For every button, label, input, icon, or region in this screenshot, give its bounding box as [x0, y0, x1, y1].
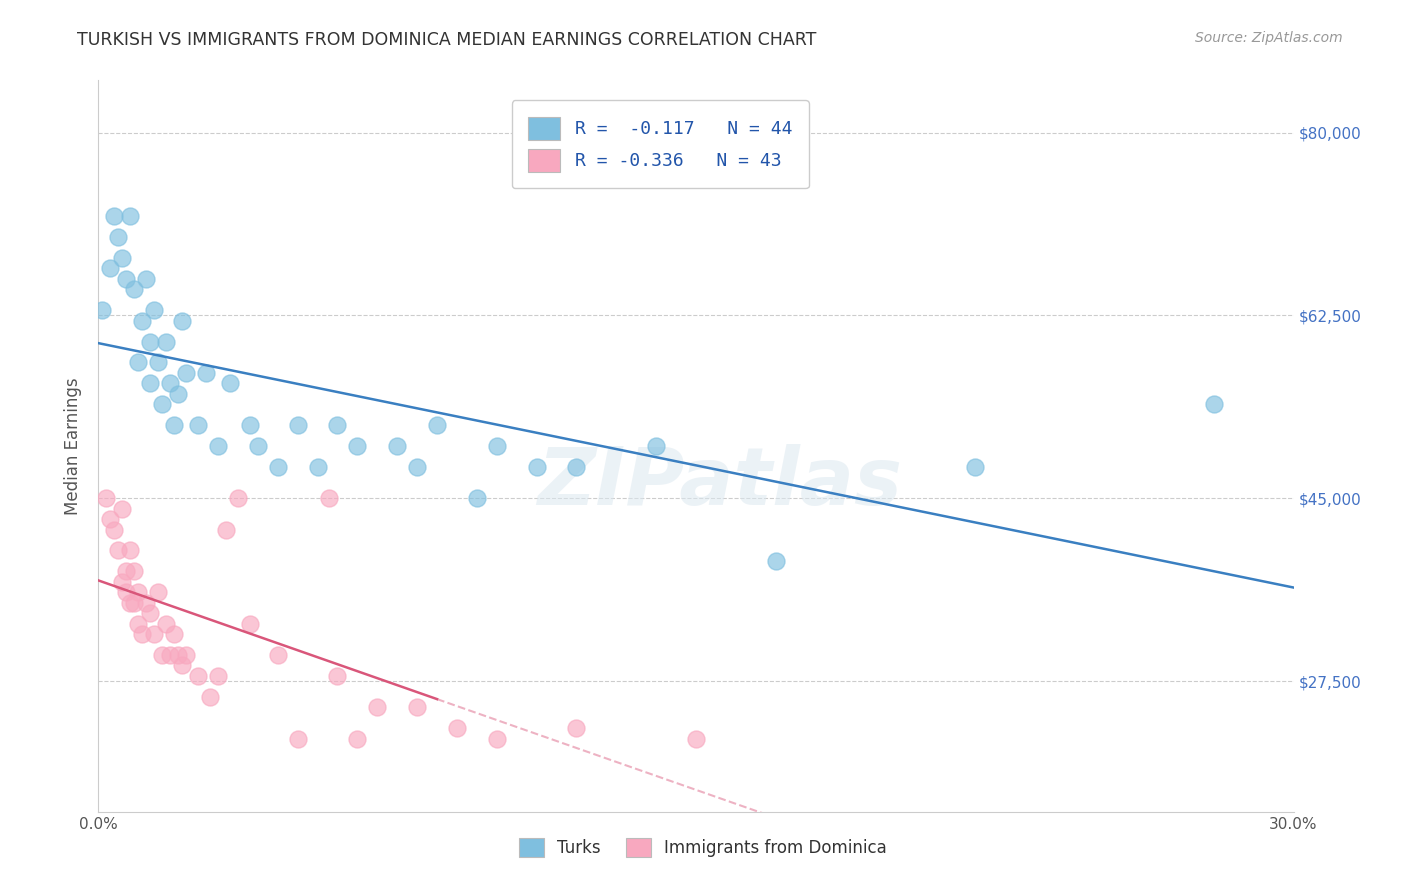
Point [120, 543, 142, 558]
Text: Source: ZipAtlas.com: Source: ZipAtlas.com [1195, 31, 1343, 45]
Point [111, 574, 134, 589]
Point [127, 355, 149, 369]
Point [111, 501, 134, 516]
Point [246, 439, 269, 453]
Point [195, 366, 218, 380]
Point [318, 491, 340, 506]
Point [645, 439, 668, 453]
Point [167, 386, 190, 401]
Point [131, 313, 153, 327]
Point [366, 700, 388, 714]
Point [215, 523, 238, 537]
Point [96, 491, 118, 506]
Point [765, 554, 787, 568]
Point [150, 648, 173, 662]
Point [120, 596, 142, 610]
Point [107, 230, 129, 244]
Point [406, 700, 429, 714]
Point [239, 616, 262, 631]
Point [150, 397, 173, 411]
Point [163, 627, 186, 641]
Y-axis label: Median Earnings: Median Earnings [65, 377, 83, 515]
Point [127, 585, 149, 599]
Point [326, 418, 349, 433]
Point [124, 596, 146, 610]
Point [187, 418, 209, 433]
Point [91, 303, 114, 318]
Point [143, 627, 166, 641]
Point [287, 731, 309, 746]
Point [103, 209, 125, 223]
Point [167, 648, 190, 662]
Point [526, 459, 548, 474]
Point [127, 616, 149, 631]
Point [446, 721, 468, 735]
Point [207, 439, 229, 453]
Point [187, 669, 209, 683]
Point [172, 313, 194, 327]
Point [159, 648, 181, 662]
Point [115, 565, 138, 579]
Point [131, 627, 153, 641]
Point [120, 209, 142, 223]
Point [1202, 397, 1225, 411]
Point [346, 439, 368, 453]
Text: TURKISH VS IMMIGRANTS FROM DOMINICA MEDIAN EARNINGS CORRELATION CHART: TURKISH VS IMMIGRANTS FROM DOMINICA MEDI… [77, 31, 817, 49]
Point [135, 272, 157, 286]
Point [307, 459, 329, 474]
Point [406, 459, 429, 474]
Point [207, 669, 229, 683]
Point [198, 690, 221, 704]
Legend: Turks, Immigrants from Dominica: Turks, Immigrants from Dominica [506, 824, 900, 871]
Point [172, 658, 194, 673]
Point [139, 334, 162, 349]
Point [124, 565, 146, 579]
Point [124, 282, 146, 296]
Point [963, 459, 986, 474]
Point [239, 418, 262, 433]
Point [485, 731, 508, 746]
Point [174, 366, 197, 380]
Point [174, 648, 197, 662]
Point [226, 491, 249, 506]
Point [115, 585, 138, 599]
Point [465, 491, 488, 506]
Point [287, 418, 309, 433]
Point [267, 648, 290, 662]
Point [107, 543, 129, 558]
Point [565, 721, 588, 735]
Point [565, 459, 588, 474]
Point [115, 272, 138, 286]
Point [219, 376, 242, 391]
Point [159, 376, 181, 391]
Point [103, 523, 125, 537]
Point [148, 355, 170, 369]
Point [346, 731, 368, 746]
Point [155, 616, 177, 631]
Point [155, 334, 177, 349]
Point [385, 439, 409, 453]
Point [111, 251, 134, 265]
Point [139, 606, 162, 620]
Point [326, 669, 349, 683]
Point [148, 585, 170, 599]
Point [98, 512, 122, 526]
Point [139, 376, 162, 391]
Point [143, 303, 166, 318]
Point [685, 731, 707, 746]
Text: ZIPatlas: ZIPatlas [537, 443, 903, 522]
Point [163, 418, 186, 433]
Point [98, 261, 122, 276]
Point [135, 596, 157, 610]
Point [426, 418, 449, 433]
Legend: R =  -0.117   N = 44, R = -0.336   N = 43: R = -0.117 N = 44, R = -0.336 N = 43 [512, 100, 808, 188]
Point [485, 439, 508, 453]
Point [267, 459, 290, 474]
